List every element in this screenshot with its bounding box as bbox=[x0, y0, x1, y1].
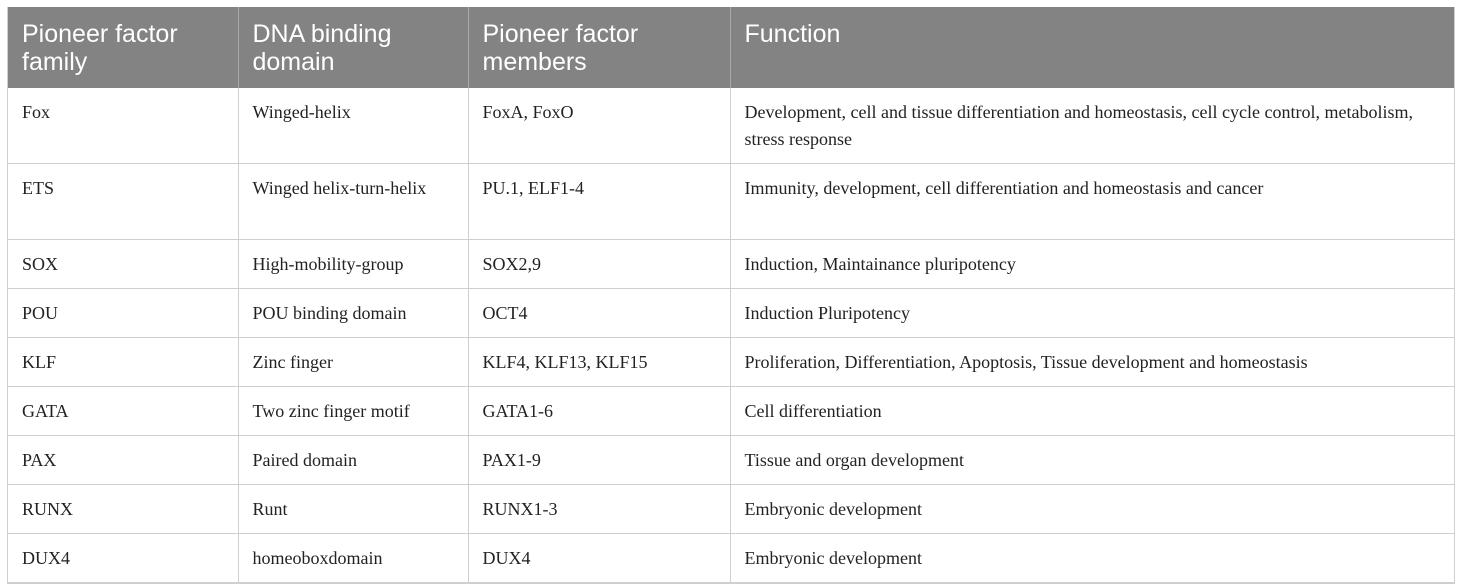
cell-members: DUX4 bbox=[468, 533, 731, 583]
cell-family: ETS bbox=[8, 163, 239, 240]
cell-family: GATA bbox=[8, 386, 239, 436]
cell-dna-binding-domain: Two zinc finger motif bbox=[238, 386, 469, 436]
table-row: RUNX Runt RUNX1-3 Embryonic development bbox=[8, 484, 1454, 534]
header-row: Pioneer factor family DNA binding domain… bbox=[8, 7, 1454, 88]
cell-function: Proliferation, Differentiation, Apoptosi… bbox=[730, 337, 1454, 387]
cell-family: POU bbox=[8, 288, 239, 338]
cell-dna-binding-domain: POU binding domain bbox=[238, 288, 469, 338]
cell-family: Fox bbox=[8, 88, 239, 164]
table-row: DUX4 homeoboxdomain DUX4 Embryonic devel… bbox=[8, 533, 1454, 583]
table-row: GATA Two zinc finger motif GATA1-6 Cell … bbox=[8, 386, 1454, 436]
table-header: Pioneer factor family DNA binding domain… bbox=[8, 7, 1454, 88]
pioneer-factor-table: Pioneer factor family DNA binding domain… bbox=[8, 7, 1454, 583]
cell-dna-binding-domain: High-mobility-group bbox=[238, 239, 469, 289]
cell-members: SOX2,9 bbox=[468, 239, 731, 289]
cell-function: Cell differentiation bbox=[730, 386, 1454, 436]
table-row: Fox Winged-helix FoxA, FoxO Development,… bbox=[8, 88, 1454, 164]
cell-function: Embryonic development bbox=[730, 484, 1454, 534]
cell-dna-binding-domain: Runt bbox=[238, 484, 469, 534]
cell-dna-binding-domain: homeoboxdomain bbox=[238, 533, 469, 583]
cell-family: SOX bbox=[8, 239, 239, 289]
cell-dna-binding-domain: Winged-helix bbox=[238, 88, 469, 164]
pioneer-factor-table-container: Pioneer factor family DNA binding domain… bbox=[7, 7, 1455, 584]
cell-members: PU.1, ELF1-4 bbox=[468, 163, 731, 240]
cell-function: Development, cell and tissue differentia… bbox=[730, 88, 1454, 164]
cell-function: Induction, Maintainance pluripotency bbox=[730, 239, 1454, 289]
cell-members: RUNX1-3 bbox=[468, 484, 731, 534]
header-members: Pioneer factor members bbox=[468, 7, 731, 88]
cell-members: PAX1-9 bbox=[468, 435, 731, 485]
cell-family: RUNX bbox=[8, 484, 239, 534]
cell-dna-binding-domain: Winged helix-turn-helix bbox=[238, 163, 469, 240]
cell-function: Induction Pluripotency bbox=[730, 288, 1454, 338]
table-row: SOX High-mobility-group SOX2,9 Induction… bbox=[8, 239, 1454, 289]
table-row: POU POU binding domain OCT4 Induction Pl… bbox=[8, 288, 1454, 338]
header-function: Function bbox=[730, 7, 1454, 88]
cell-dna-binding-domain: Paired domain bbox=[238, 435, 469, 485]
header-dna-binding-domain: DNA binding domain bbox=[238, 7, 469, 88]
cell-family: PAX bbox=[8, 435, 239, 485]
table-body: Fox Winged-helix FoxA, FoxO Development,… bbox=[8, 88, 1454, 583]
cell-function: Tissue and organ development bbox=[730, 435, 1454, 485]
table-row: PAX Paired domain PAX1-9 Tissue and orga… bbox=[8, 435, 1454, 485]
cell-family: KLF bbox=[8, 337, 239, 387]
cell-members: FoxA, FoxO bbox=[468, 88, 731, 164]
cell-members: KLF4, KLF13, KLF15 bbox=[468, 337, 731, 387]
cell-function: Embryonic development bbox=[730, 533, 1454, 583]
cell-dna-binding-domain: Zinc finger bbox=[238, 337, 469, 387]
cell-function: Immunity, development, cell differentiat… bbox=[730, 163, 1454, 240]
cell-members: OCT4 bbox=[468, 288, 731, 338]
cell-members: GATA1-6 bbox=[468, 386, 731, 436]
table-row: KLF Zinc finger KLF4, KLF13, KLF15 Proli… bbox=[8, 337, 1454, 387]
header-family: Pioneer factor family bbox=[8, 7, 239, 88]
table-row: ETS Winged helix-turn-helix PU.1, ELF1-4… bbox=[8, 163, 1454, 240]
cell-family: DUX4 bbox=[8, 533, 239, 583]
